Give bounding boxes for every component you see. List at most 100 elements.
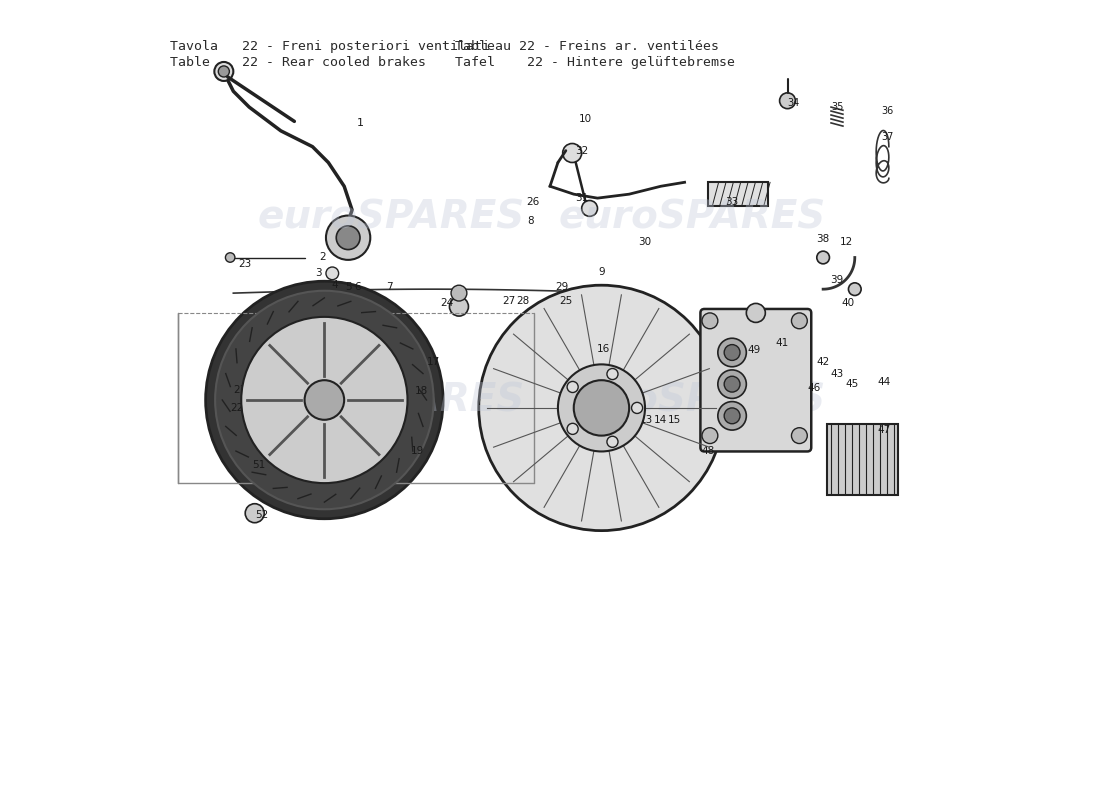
- Circle shape: [305, 380, 344, 420]
- Text: 47: 47: [878, 425, 891, 435]
- Text: 23: 23: [239, 259, 252, 269]
- Text: 43: 43: [830, 369, 844, 379]
- Circle shape: [241, 317, 407, 483]
- Text: 7: 7: [386, 282, 393, 292]
- Circle shape: [563, 143, 582, 162]
- Text: 18: 18: [415, 386, 428, 395]
- Circle shape: [792, 313, 807, 329]
- Text: 9: 9: [598, 266, 605, 277]
- Text: 10: 10: [579, 114, 592, 124]
- Text: 3: 3: [316, 268, 322, 278]
- Circle shape: [631, 402, 642, 414]
- Circle shape: [574, 380, 629, 436]
- Circle shape: [206, 282, 443, 518]
- Bar: [827, 424, 899, 495]
- Text: 48: 48: [702, 446, 715, 457]
- Text: 40: 40: [842, 298, 855, 308]
- Text: 24: 24: [440, 298, 453, 309]
- Text: Tableau 22 - Freins ar. ventilées: Tableau 22 - Freins ar. ventilées: [455, 40, 719, 53]
- Text: euroSPARES: euroSPARES: [559, 381, 826, 419]
- Circle shape: [272, 459, 287, 475]
- Circle shape: [326, 267, 339, 280]
- Circle shape: [702, 313, 718, 329]
- Circle shape: [582, 201, 597, 216]
- Circle shape: [478, 286, 724, 530]
- Text: 44: 44: [878, 377, 891, 386]
- Text: 4: 4: [331, 280, 338, 290]
- Text: 25: 25: [559, 296, 572, 306]
- Circle shape: [746, 303, 766, 322]
- Text: 12: 12: [840, 237, 854, 246]
- Text: 27: 27: [503, 296, 516, 306]
- Circle shape: [214, 62, 233, 81]
- Circle shape: [558, 364, 645, 451]
- FancyBboxPatch shape: [701, 309, 812, 451]
- Text: 19: 19: [411, 446, 425, 456]
- Text: euroSPARES: euroSPARES: [258, 199, 526, 237]
- Text: 26: 26: [526, 197, 539, 207]
- Circle shape: [218, 66, 230, 77]
- Text: 37: 37: [881, 132, 893, 142]
- Text: 52: 52: [255, 510, 268, 520]
- Circle shape: [702, 428, 718, 443]
- Text: 34: 34: [788, 98, 800, 108]
- Text: 41: 41: [776, 338, 789, 348]
- Text: 21: 21: [233, 385, 246, 394]
- Text: 51: 51: [252, 460, 265, 470]
- Text: 30: 30: [638, 237, 651, 246]
- Text: 39: 39: [830, 274, 844, 285]
- Text: 13: 13: [640, 414, 653, 425]
- Text: 31: 31: [575, 193, 589, 203]
- Text: 36: 36: [881, 106, 893, 116]
- Circle shape: [607, 436, 618, 447]
- Text: 49: 49: [748, 345, 761, 355]
- Text: 29: 29: [556, 282, 569, 292]
- Text: 32: 32: [575, 146, 589, 156]
- Circle shape: [718, 338, 746, 366]
- Text: 6: 6: [354, 282, 361, 292]
- Circle shape: [792, 428, 807, 443]
- Text: euroSPARES: euroSPARES: [559, 199, 826, 237]
- Text: 20: 20: [336, 357, 349, 367]
- Text: 17: 17: [427, 357, 440, 367]
- Text: 38: 38: [816, 234, 829, 244]
- Text: 1: 1: [356, 118, 363, 128]
- Circle shape: [817, 251, 829, 264]
- Circle shape: [342, 298, 354, 311]
- Text: Tavola   22 - Freni posteriori ventilati: Tavola 22 - Freni posteriori ventilati: [170, 40, 490, 53]
- Text: euroSPARES: euroSPARES: [258, 381, 526, 419]
- Circle shape: [326, 215, 371, 260]
- Circle shape: [848, 283, 861, 295]
- Text: Table    22 - Rear cooled brakes: Table 22 - Rear cooled brakes: [170, 56, 426, 69]
- Text: 2: 2: [319, 253, 326, 262]
- Circle shape: [724, 345, 740, 361]
- Text: 22: 22: [231, 403, 244, 413]
- Circle shape: [216, 290, 433, 510]
- Circle shape: [226, 253, 235, 262]
- Circle shape: [780, 93, 795, 109]
- Circle shape: [718, 370, 746, 398]
- Text: 50: 50: [282, 462, 295, 472]
- Text: 16: 16: [597, 343, 611, 354]
- Circle shape: [568, 423, 579, 434]
- Text: Tafel    22 - Hintere gelüftebremse: Tafel 22 - Hintere gelüftebremse: [455, 56, 735, 69]
- Text: 8: 8: [527, 216, 534, 226]
- Text: 14: 14: [654, 414, 668, 425]
- Text: 15: 15: [668, 414, 681, 425]
- Text: 46: 46: [807, 383, 821, 393]
- Text: 45: 45: [846, 379, 859, 389]
- Circle shape: [724, 408, 740, 424]
- Circle shape: [261, 461, 273, 474]
- Text: 28: 28: [517, 296, 530, 306]
- Circle shape: [568, 382, 579, 393]
- Circle shape: [607, 369, 618, 379]
- Circle shape: [245, 504, 264, 522]
- Text: 35: 35: [830, 102, 844, 112]
- Circle shape: [451, 286, 466, 301]
- Circle shape: [334, 286, 346, 299]
- Circle shape: [450, 297, 469, 316]
- Text: 33: 33: [726, 197, 739, 207]
- Circle shape: [337, 226, 360, 250]
- Circle shape: [718, 402, 746, 430]
- Bar: [708, 182, 768, 206]
